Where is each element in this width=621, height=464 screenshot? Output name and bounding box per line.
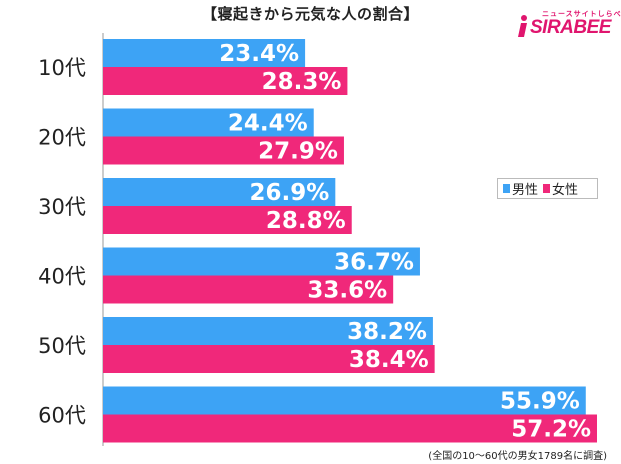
legend-swatch-male	[503, 184, 510, 193]
category-label: 60代	[38, 404, 86, 428]
footnote: (全国の10〜60代の男女1789名に調査)	[428, 451, 607, 462]
legend-label-male: 男性	[512, 183, 539, 198]
legend-swatch-female	[543, 184, 551, 193]
logo-kana: ニュースサイトしらべぇ	[542, 10, 621, 18]
data-label-female: 33.6%	[307, 278, 387, 304]
bar-male	[103, 386, 586, 415]
category-label: 10代	[38, 56, 86, 80]
data-label-female: 57.2%	[511, 417, 591, 443]
data-label-male: 26.9%	[250, 180, 330, 206]
category-label: 30代	[38, 195, 86, 219]
bar-male	[103, 247, 420, 276]
bar-female	[103, 345, 435, 373]
legend-item-female: 女性	[543, 179, 578, 198]
bar-female	[103, 136, 344, 165]
data-label-male: 23.4%	[219, 41, 299, 67]
legend-label-female: 女性	[552, 183, 579, 198]
bar-male	[103, 317, 433, 345]
data-label-male: 38.2%	[347, 319, 427, 345]
data-label-female: 27.9%	[258, 139, 338, 165]
bar-female	[103, 67, 348, 95]
category-label: 50代	[38, 334, 86, 358]
bar-female	[103, 206, 352, 234]
bar-male	[103, 108, 314, 137]
data-label-male: 55.9%	[500, 389, 580, 415]
bar-female	[103, 275, 394, 304]
data-label-male: 36.7%	[334, 250, 414, 276]
category-label: 40代	[38, 265, 86, 289]
sirabee-logo: ニュースサイトしらべぇ SIRABEE	[516, 9, 621, 39]
data-label-female: 28.3%	[262, 69, 342, 95]
logo-word: SIRABEE	[530, 17, 611, 38]
legend: 男性 女性	[497, 178, 598, 199]
data-label-female: 28.8%	[266, 208, 346, 234]
bar-female	[103, 414, 597, 443]
category-label: 20代	[38, 126, 86, 150]
legend-item-male: 男性	[503, 179, 538, 198]
logo-mark-icon	[518, 15, 527, 37]
data-label-female: 38.4%	[349, 347, 429, 373]
bar-male	[103, 39, 306, 67]
data-label-male: 24.4%	[228, 111, 308, 137]
chart-title: 【寝起きから元気な人の割合】	[201, 5, 419, 23]
bar-male	[103, 178, 336, 206]
